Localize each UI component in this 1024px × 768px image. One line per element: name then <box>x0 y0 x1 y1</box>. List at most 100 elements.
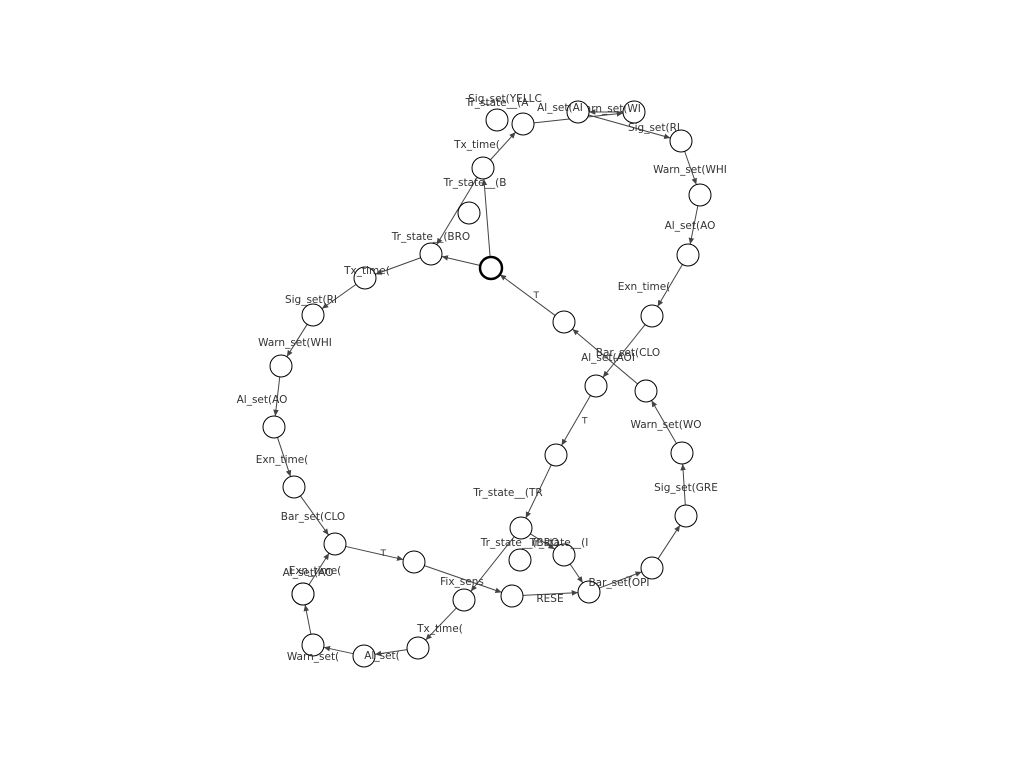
state-node-n2[interactable]: Tx_time( <box>343 265 390 290</box>
edge-label: T <box>581 417 588 427</box>
state-label: Sig_set(YELLC <box>468 93 542 105</box>
state-node-n3[interactable]: Sig_set(RI <box>285 294 337 327</box>
state-node-n5[interactable]: Al_set(AO <box>237 394 288 439</box>
state-label: Al_set(AOI <box>581 352 635 364</box>
state-node-n26[interactable]: Tr_state__(B <box>443 177 507 225</box>
state-node-n31[interactable]: Tr_state__(BRO <box>480 537 559 572</box>
state-label: Tx_time( <box>416 623 463 635</box>
state-node-n16[interactable] <box>552 310 576 334</box>
state-node-n25[interactable]: Tx_time( <box>453 139 500 180</box>
state-circle[interactable] <box>552 543 576 567</box>
state-label: Fix_sens <box>440 576 484 588</box>
state-circle[interactable] <box>485 108 509 132</box>
state-node-n8[interactable] <box>402 550 426 574</box>
edge-n8-n10 <box>424 565 502 593</box>
state-label: Bar_set(CLO <box>596 347 660 359</box>
state-node-n22[interactable]: Al_set(AI <box>537 100 590 124</box>
state-circle[interactable] <box>471 156 495 180</box>
state-node-n6[interactable]: Exn_time( <box>256 454 309 499</box>
state-circle[interactable] <box>566 100 590 124</box>
state-circle[interactable] <box>291 582 315 606</box>
state-circle[interactable] <box>640 304 664 328</box>
edge-n17-n27 <box>602 324 646 378</box>
edge-n14-n15 <box>651 400 677 444</box>
state-circle[interactable] <box>323 532 347 556</box>
state-node-n14[interactable]: Warn_set(WO <box>631 419 702 465</box>
state-node-n7[interactable]: Bar_set(CLO <box>281 511 347 556</box>
state-label: Tr_state__(BRO <box>391 231 470 243</box>
state-node-n12[interactable] <box>640 556 664 580</box>
state-node-n36[interactable]: Exn_time( <box>289 565 342 606</box>
state-label: Exn_time( <box>618 281 671 293</box>
state-label: Al_set( <box>364 650 400 662</box>
state-circle[interactable] <box>577 580 601 604</box>
state-node-n15[interactable]: Bar_set(CLO <box>596 347 660 403</box>
state-circle[interactable] <box>269 354 293 378</box>
state-circle[interactable] <box>402 550 426 574</box>
state-node-n13[interactable]: Sig_set(GRE <box>654 482 718 528</box>
state-node-n19[interactable]: Warn_set(WHI <box>653 164 727 207</box>
state-circle[interactable] <box>500 584 524 608</box>
state-node-n30[interactable]: Tr_state__(I <box>529 537 589 567</box>
state-circle[interactable] <box>262 415 286 439</box>
edge-n11-n12 <box>599 571 642 589</box>
state-node-n27[interactable]: Al_set(AOI <box>581 352 635 398</box>
edge-n20-n19 <box>684 151 697 185</box>
state-circle[interactable] <box>452 588 476 612</box>
state-node-n18[interactable]: Al_set(AO <box>665 220 716 267</box>
state-label: Warn_set(WO <box>631 419 702 431</box>
edge-n2-n3 <box>321 283 357 310</box>
nodes-layer: Tr_state__(BRO Tx_time(Sig_set(RI Warn_set… <box>237 93 727 668</box>
state-node-n29[interactable]: Tr_state__(TR <box>472 487 543 540</box>
state-circle[interactable] <box>352 644 376 668</box>
state-node-n23[interactable]: Sig_set(YELLC <box>468 93 542 136</box>
state-circle[interactable] <box>676 243 700 267</box>
state-circle[interactable] <box>674 504 698 528</box>
state-circle[interactable] <box>544 443 568 467</box>
state-circle[interactable] <box>511 112 535 136</box>
state-circle[interactable] <box>301 303 325 327</box>
state-node-n34[interactable]: Al_set( <box>352 644 400 668</box>
state-circle[interactable] <box>640 556 664 580</box>
state-label: Sig_set(RI <box>285 294 337 306</box>
state-node-n9[interactable]: Fix_sens <box>440 576 484 612</box>
state-circle[interactable] <box>406 636 430 660</box>
edge-n22-n20 <box>588 114 671 140</box>
state-node-n33[interactable]: Warn_set( <box>287 633 339 663</box>
initial-state-circle[interactable] <box>478 255 504 281</box>
state-circle[interactable] <box>457 201 481 225</box>
state-circle[interactable] <box>419 242 443 266</box>
state-circle[interactable] <box>353 266 377 290</box>
state-circle[interactable] <box>552 310 576 334</box>
state-node-n28[interactable] <box>544 443 568 467</box>
state-circle[interactable] <box>509 516 533 540</box>
state-circle[interactable] <box>670 441 694 465</box>
state-circle[interactable] <box>301 633 325 657</box>
edge-n28-n29 <box>525 464 552 519</box>
state-node-n24[interactable]: Tr_state__(A <box>465 97 530 132</box>
state-node-n1[interactable]: Tr_state__(BRO <box>391 231 470 266</box>
state-node-n11[interactable]: Bar_set(OPI <box>577 577 650 604</box>
state-circle[interactable] <box>634 379 658 403</box>
state-label: Al_set(AO <box>283 567 334 579</box>
state-node-n0[interactable] <box>478 255 504 281</box>
state-circle[interactable] <box>688 183 712 207</box>
state-label: Tx_time( <box>453 139 500 151</box>
state-label: Tr_state__(B <box>443 177 507 189</box>
state-node-n4[interactable]: Warn_set(WHI <box>258 337 332 378</box>
state-node-n32[interactable]: Tx_time( <box>406 623 463 660</box>
state-circle[interactable] <box>508 548 532 572</box>
state-label: Warn_set(WHI <box>258 337 332 349</box>
state-node-n17[interactable]: Exn_time( <box>618 281 671 328</box>
state-circle[interactable] <box>622 100 646 124</box>
edge-n3-n4 <box>286 324 308 357</box>
state-node-n20[interactable]: Sig_set(RI <box>628 122 693 153</box>
edge-n4-n5 <box>273 376 281 417</box>
state-node-n21[interactable]: Warn_set(WI <box>575 100 646 124</box>
state-circle[interactable] <box>584 374 608 398</box>
edge-n25-n23 <box>490 131 516 161</box>
state-circle[interactable] <box>282 475 306 499</box>
edge-n19-n18 <box>688 205 699 245</box>
state-node-n10[interactable]: RESE <box>500 584 564 608</box>
state-circle[interactable] <box>669 129 693 153</box>
